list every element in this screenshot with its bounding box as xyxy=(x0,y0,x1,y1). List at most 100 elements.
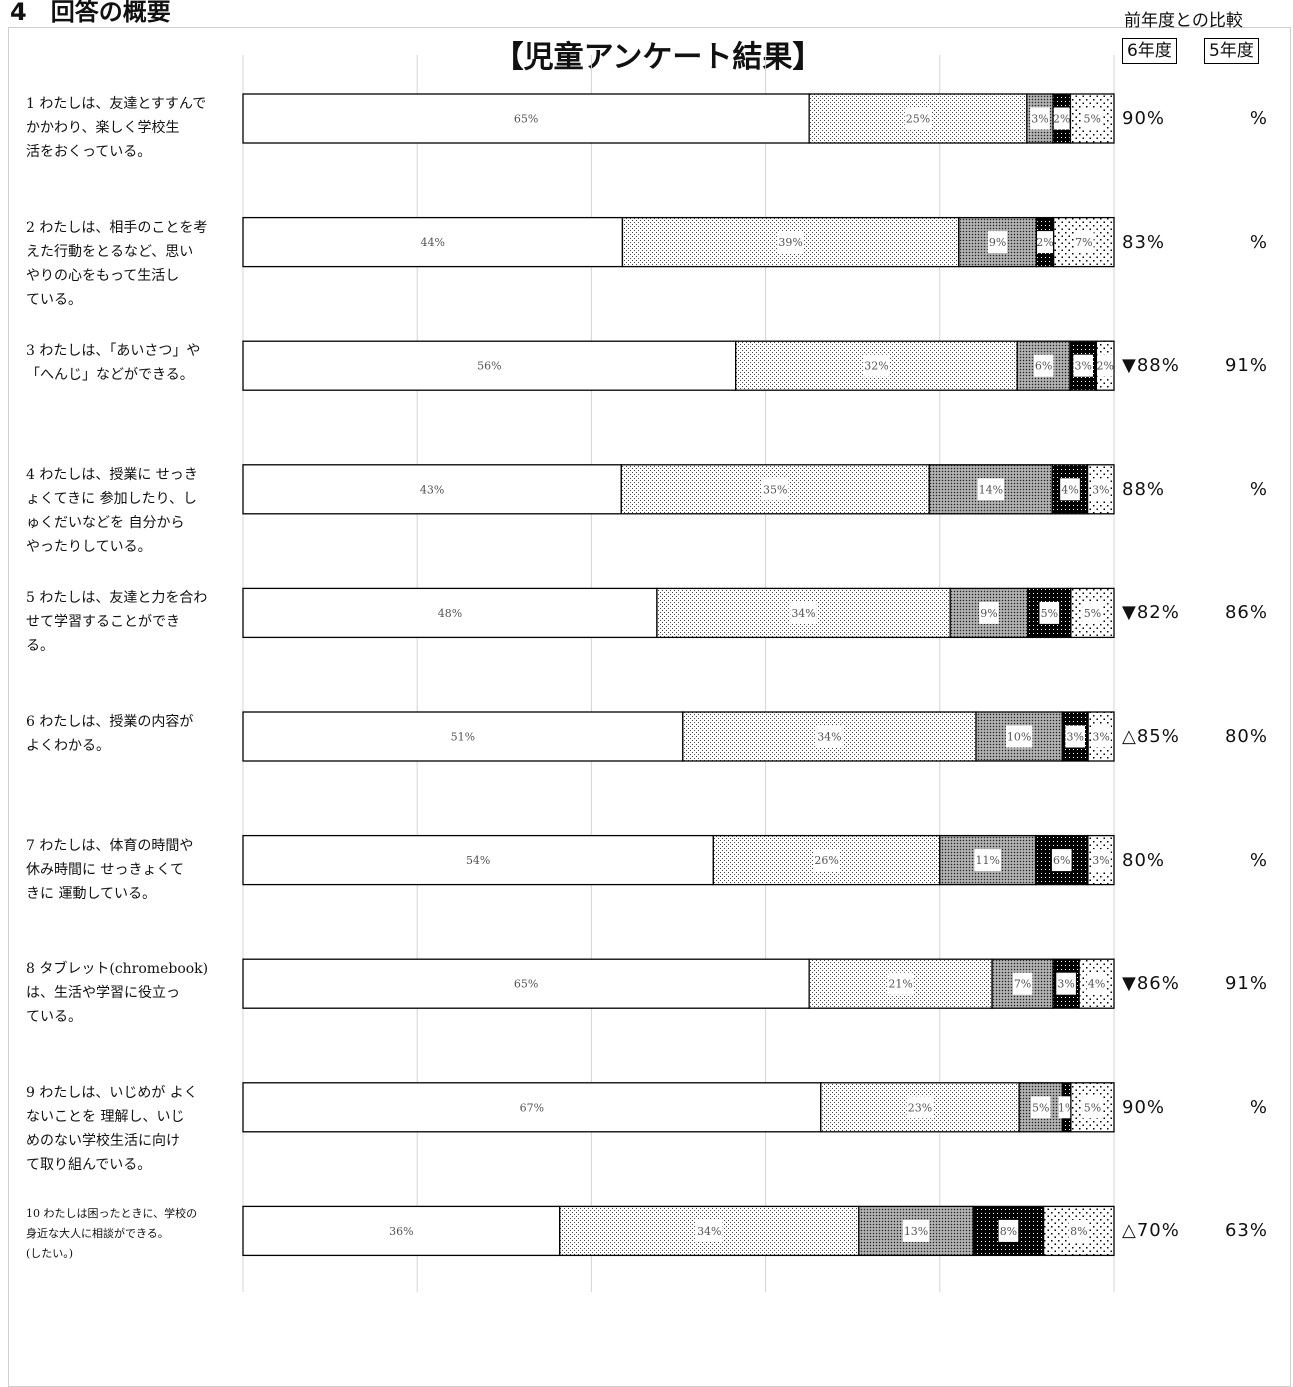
data-label-bg xyxy=(1090,478,1111,501)
data-label-bg xyxy=(777,231,804,254)
data-label-bg xyxy=(1056,972,1076,995)
data-label: 21% xyxy=(888,978,912,991)
chart-title: 【児童アンケート結果】 xyxy=(493,40,823,75)
comparison-current-value: 80% xyxy=(1122,849,1166,871)
data-label: 4% xyxy=(1088,978,1105,991)
comparison-current-value: △70% xyxy=(1122,1220,1180,1242)
data-label-bg xyxy=(977,478,1005,501)
data-label-bg xyxy=(449,725,477,748)
data-label: 9% xyxy=(980,607,997,620)
bar-row-2: 44% 39% 9% 2% 7% xyxy=(242,216,1115,268)
data-label: 14% xyxy=(979,483,1003,496)
question-label: 4 わたしは、授業に せっき ょくてきに 参加したり、し ゅくだいなどを 自分か… xyxy=(26,466,198,555)
data-label-bg xyxy=(902,1219,930,1242)
question-label: 3 わたしは、「あいさつ」や 「へんじ」などができる。 xyxy=(26,343,201,384)
question-label: 5 わたしは、友達と力を合わ せて学習することができ る。 xyxy=(26,590,208,655)
data-label: 7% xyxy=(1075,236,1092,249)
data-label-bg xyxy=(1097,354,1114,377)
data-label-bg xyxy=(1030,107,1050,130)
data-label: 13% xyxy=(904,1225,928,1238)
data-label-bg xyxy=(518,1096,546,1119)
data-label-bg xyxy=(904,107,932,130)
data-label: 39% xyxy=(778,236,802,249)
bar-row-6: 51% 34% 10% 3% 3% xyxy=(242,711,1115,762)
data-label-bg xyxy=(1073,231,1094,254)
question-label: 1 わたしは、友達とすすんで かかわり、楽しく学校生 活をおくっている。 xyxy=(26,96,207,160)
data-label: 5% xyxy=(1084,607,1101,620)
data-label-bg xyxy=(906,1096,934,1119)
data-label-bg xyxy=(1091,725,1111,748)
data-label: 26% xyxy=(814,854,838,867)
comparison-prev-value: 91% xyxy=(1224,355,1268,377)
comparison-current-value: ▼82% xyxy=(1122,602,1180,624)
question-label: 6 わたしは、授業の内容が よくわかる。 xyxy=(26,714,194,754)
comparison-current-value: △85% xyxy=(1122,726,1180,747)
data-label-bg xyxy=(998,1219,1019,1242)
data-label: 11% xyxy=(975,854,999,867)
data-label-bg xyxy=(1037,231,1053,254)
data-label-bg xyxy=(1082,107,1103,130)
data-label-bg xyxy=(418,478,446,501)
data-label: 35% xyxy=(763,483,787,496)
data-label: 25% xyxy=(906,113,930,126)
data-label-bg xyxy=(1068,1219,1089,1242)
data-label: 3% xyxy=(1074,360,1091,373)
data-label: 44% xyxy=(420,236,444,249)
data-label-bg xyxy=(1060,478,1080,501)
bar-row-8: 65% 21% 7% 3% 4% xyxy=(242,958,1115,1009)
data-label: 3% xyxy=(1092,854,1109,867)
data-label: 4% xyxy=(1061,483,1078,496)
data-label-bg xyxy=(790,601,817,624)
data-label-bg xyxy=(696,1219,723,1242)
data-label: 5% xyxy=(1083,113,1100,126)
data-label: 3% xyxy=(1092,483,1109,496)
data-label-bg xyxy=(974,849,1001,872)
data-label-bg xyxy=(512,107,540,130)
data-label: 5% xyxy=(1041,607,1058,620)
data-label: 6% xyxy=(1035,360,1052,373)
bar-row-9: 67% 23% 5% 1% 5% xyxy=(242,1082,1115,1133)
data-label: 5% xyxy=(1032,1101,1049,1114)
data-label: 23% xyxy=(908,1101,932,1114)
year-prev-label: 5年度 xyxy=(1204,38,1259,64)
comparison-prev-value: 63% xyxy=(1224,1220,1268,1242)
data-label-bg xyxy=(979,601,999,624)
data-label: 34% xyxy=(817,731,841,744)
data-label: 8% xyxy=(1070,1225,1087,1238)
comparison-current-value: ▼86% xyxy=(1122,973,1180,995)
data-label-bg xyxy=(863,354,890,377)
comparison-prev-value: 91% xyxy=(1224,973,1268,995)
data-label-bg xyxy=(1065,725,1086,748)
bar-segment xyxy=(1069,93,1115,144)
data-label: 34% xyxy=(697,1225,721,1238)
comparison-prev-value: 86% xyxy=(1224,602,1268,624)
question-label: 10 わたしは困ったときに、学校の 身近な大人に相談ができる。 (したい。) xyxy=(26,1207,198,1261)
bar-segment xyxy=(1016,340,1071,391)
data-label-bg xyxy=(1030,1096,1051,1119)
data-label: 3% xyxy=(1066,731,1083,744)
data-label-bg xyxy=(1053,107,1070,130)
comparison-prev-value: % xyxy=(1249,1096,1268,1118)
data-label-bg xyxy=(464,849,492,872)
comparison-prev-value: % xyxy=(1249,478,1268,500)
data-label: 36% xyxy=(389,1225,413,1238)
data-label-bg xyxy=(887,972,914,995)
question-label: 9 わたしは、いじめが よく ないことを 理解し、いじ めのない学校生活に向け … xyxy=(26,1084,198,1173)
bar-row-7: 54% 26% 11% 6% 3% xyxy=(242,834,1115,886)
data-label-bg xyxy=(816,725,843,748)
comparison-prev-value: 80% xyxy=(1224,726,1268,747)
data-label-bg xyxy=(1033,354,1054,377)
data-label: 67% xyxy=(520,1101,544,1114)
comparison-current-value: ▼88% xyxy=(1122,355,1180,377)
comparison-current-value: 90% xyxy=(1122,1096,1166,1118)
bar-row-3: 56% 32% 6% 3% 2% xyxy=(242,340,1115,391)
comparison-prev-value: % xyxy=(1249,108,1268,129)
data-label: 56% xyxy=(477,360,501,373)
data-label: 9% xyxy=(989,236,1006,249)
data-label-bg xyxy=(1005,725,1033,748)
data-label: 34% xyxy=(791,607,815,620)
data-label-bg xyxy=(1039,601,1060,624)
data-label: 10% xyxy=(1007,731,1031,744)
data-label: 2% xyxy=(1096,360,1113,373)
